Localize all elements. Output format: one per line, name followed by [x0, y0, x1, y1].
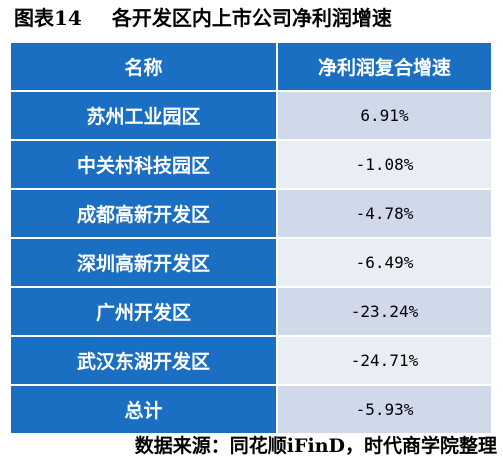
row-value: -23.24% [278, 288, 491, 335]
growth-table: 名称 净利润复合增速 苏州工业园区 6.91% 中关村科技园区 -1.08% 成… [11, 43, 491, 433]
row-value: 6.91% [278, 92, 491, 139]
table-row: 广州开发区 -23.24% [11, 288, 491, 337]
row-name: 深圳高新开发区 [11, 239, 278, 286]
table-row-total: 总计 -5.93% [11, 386, 491, 433]
header-name: 名称 [11, 43, 278, 90]
figure-title: 各开发区内上市公司净利润增速 [111, 6, 392, 30]
table-row: 成都高新开发区 -4.78% [11, 190, 491, 239]
row-name: 总计 [11, 386, 278, 433]
row-value: -5.93% [278, 386, 491, 433]
figure-number: 图表14 [14, 6, 82, 30]
row-name: 广州开发区 [11, 288, 278, 335]
row-name: 苏州工业园区 [11, 92, 278, 139]
figure-caption: 图表14 各开发区内上市公司净利润增速 [0, 0, 503, 40]
row-value: -24.71% [278, 337, 491, 384]
row-value: -6.49% [278, 239, 491, 286]
row-name: 武汉东湖开发区 [11, 337, 278, 384]
table-header-row: 名称 净利润复合增速 [11, 43, 491, 92]
row-name: 成都高新开发区 [11, 190, 278, 237]
table-row: 苏州工业园区 6.91% [11, 92, 491, 141]
row-value: -1.08% [278, 141, 491, 188]
header-growth: 净利润复合增速 [278, 43, 491, 90]
data-source-note: 数据来源：同花顺iFinD，时代商学院整理 [134, 435, 497, 457]
row-value: -4.78% [278, 190, 491, 237]
row-name: 中关村科技园区 [11, 141, 278, 188]
table-row: 武汉东湖开发区 -24.71% [11, 337, 491, 386]
table-row: 中关村科技园区 -1.08% [11, 141, 491, 190]
table-row: 深圳高新开发区 -6.49% [11, 239, 491, 288]
